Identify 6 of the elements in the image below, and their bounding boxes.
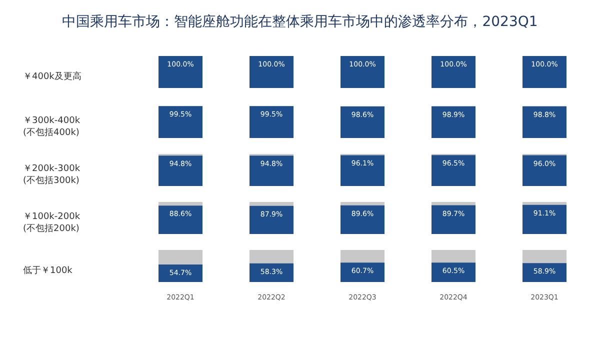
y-axis-title: 低于￥100k <box>23 265 74 276</box>
chart-title: 中国乘用车市场：智能座舱功能在整体乘用车市场中的渗透率分布，2023Q1 <box>62 14 538 30</box>
y-axis-title: ￥100k-200k (不包括200k) <box>23 212 81 234</box>
y-axis-title: ￥400k及更高 <box>23 71 82 82</box>
y-axis-title: ￥200k-300k (不包括300k) <box>23 164 81 186</box>
y-axis-title: ￥300k-400k (不包括400k) <box>23 116 81 138</box>
